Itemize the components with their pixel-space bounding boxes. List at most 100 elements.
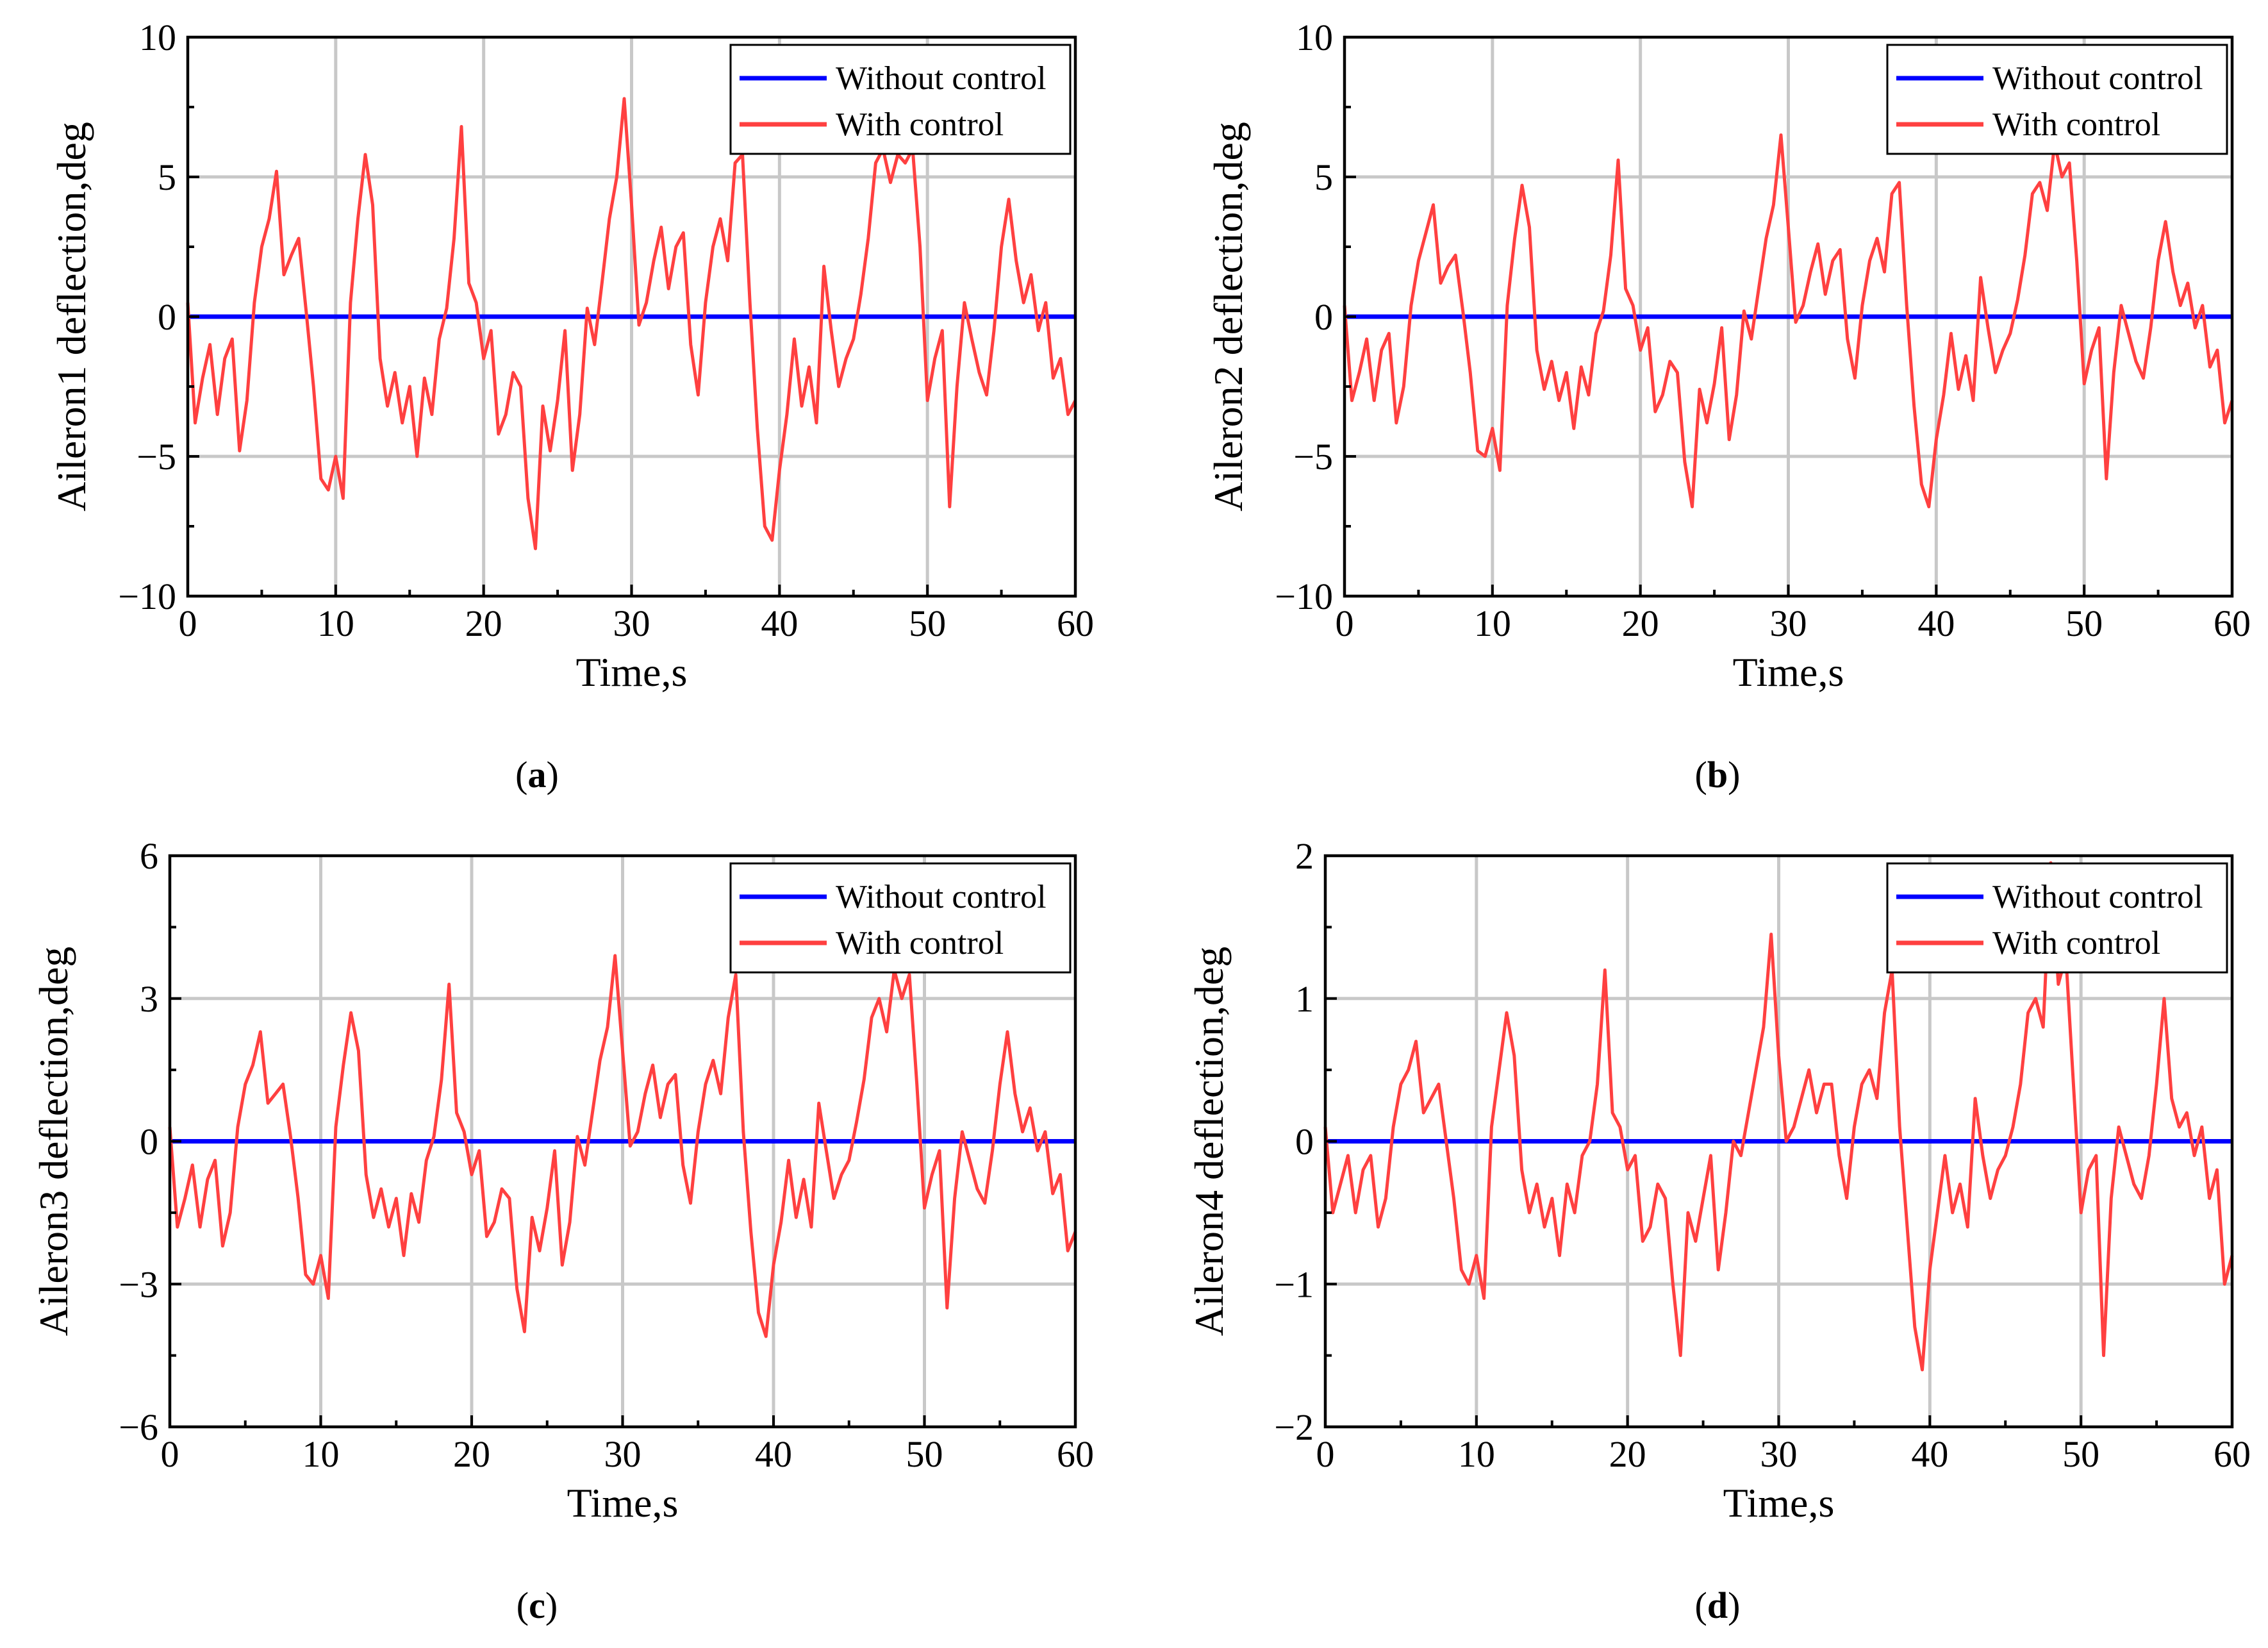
panel-d-caption: (d)	[1695, 1585, 1741, 1626]
y-tick-label: 10	[139, 17, 176, 58]
y-axis-label: Aileron4 deflection,deg	[1186, 947, 1232, 1336]
y-tick-label: 0	[158, 296, 176, 338]
y-tick-label: 0	[1295, 1121, 1314, 1163]
chart-panel-d: 0 10 20 30 40 50 60 −2 −1 0 1 2 Time,s Aileron4 defle…	[1186, 835, 2251, 1526]
panel-a-caption: (a)	[515, 754, 559, 795]
x-tick-label: 40	[1911, 1433, 1948, 1475]
y-tick-label: −3	[119, 1263, 158, 1305]
panel-c-caption-close: )	[545, 1585, 558, 1626]
y-axis-label: Aileron3 deflection,deg	[31, 947, 76, 1336]
x-tick-label: 60	[1057, 603, 1094, 644]
x-axis-label: Time,s	[567, 1480, 679, 1526]
legend-label-without-control: Without control	[836, 879, 1047, 915]
panel-c-caption: (c)	[517, 1585, 558, 1626]
x-axis-label: Time,s	[1733, 649, 1844, 695]
legend-label-without-control: Without control	[836, 60, 1047, 97]
legend: Without control With control	[1886, 862, 2228, 974]
panel-a-caption-letter: a	[528, 754, 547, 795]
series-with-control-line	[1343, 133, 2234, 508]
x-tick-label: 10	[1474, 603, 1511, 644]
x-tick-label: 0	[161, 1433, 179, 1475]
panel-b-caption-close: )	[1728, 754, 1740, 795]
x-tick-label: 10	[317, 603, 354, 644]
x-tick-label: 20	[453, 1433, 490, 1475]
panel-d-caption-close: )	[1728, 1585, 1740, 1626]
x-tick-label: 40	[755, 1433, 792, 1475]
svg-text:(d): (d)	[1695, 1585, 1741, 1626]
y-tick-label: −6	[119, 1406, 158, 1448]
legend-label-without-control: Without control	[1992, 879, 2203, 915]
legend-box	[1886, 44, 2228, 155]
x-tick-label: 20	[1622, 603, 1659, 644]
y-tick-label: 6	[140, 835, 158, 877]
svg-text:(b): (b)	[1695, 754, 1741, 795]
x-tick-label: 30	[604, 1433, 641, 1475]
y-axis-label: Aileron2 deflection,deg	[1205, 122, 1251, 512]
x-tick-label: 50	[906, 1433, 943, 1475]
x-axis-label: Time,s	[1723, 1480, 1835, 1526]
legend-label-with-control: With control	[836, 925, 1004, 961]
x-tick-label: 50	[2062, 1433, 2099, 1475]
y-tick-label: 10	[1296, 17, 1333, 58]
legend-label-with-control: With control	[1992, 106, 2160, 143]
x-tick-label: 10	[302, 1433, 340, 1475]
x-tick-label: 0	[179, 603, 197, 644]
x-tick-label: 0	[1336, 603, 1354, 644]
chart-panel-a: 0 10 20 30 40 50 60 −10 −5 0 5 10 Time,s Aileron1 def…	[49, 17, 1094, 695]
panel-a-caption-open: (	[515, 754, 527, 795]
y-tick-label: −10	[118, 576, 176, 617]
x-tick-label: 20	[465, 603, 502, 644]
legend-box	[729, 44, 1072, 155]
y-tick-label: −5	[137, 436, 176, 478]
legend-box	[1886, 862, 2228, 974]
y-tick-label: 0	[140, 1121, 158, 1163]
panel-c-caption-letter: c	[529, 1585, 545, 1626]
y-tick-label: −1	[1274, 1263, 1314, 1305]
y-tick-label: 2	[1295, 835, 1314, 877]
panel-b-caption-open: (	[1695, 754, 1707, 795]
legend: Without control With control	[729, 862, 1072, 974]
panel-b-caption: (b)	[1695, 754, 1741, 795]
y-tick-label: 5	[158, 156, 176, 198]
legend-label-without-control: Without control	[1992, 60, 2203, 97]
y-axis-label: Aileron1 deflection,deg	[49, 122, 94, 512]
x-tick-label: 10	[1458, 1433, 1495, 1475]
svg-text:(a): (a)	[515, 754, 559, 795]
series-with-control-line	[186, 97, 1077, 551]
y-tick-label: 5	[1314, 156, 1333, 198]
x-tick-label: 50	[909, 603, 946, 644]
x-tick-label: 40	[761, 603, 798, 644]
legend: Without control With control	[729, 44, 1072, 155]
series-with-control-line	[1323, 861, 2234, 1372]
panel-c-caption-open: (	[517, 1585, 529, 1626]
legend-label-with-control: With control	[836, 106, 1004, 143]
series-with-control-line	[168, 954, 1077, 1338]
panel-d-caption-open: (	[1695, 1585, 1707, 1626]
x-tick-label: 40	[1917, 603, 1955, 644]
svg-text:(c): (c)	[517, 1585, 558, 1626]
x-tick-label: 60	[1057, 1433, 1094, 1475]
x-axis-label: Time,s	[576, 649, 688, 695]
legend-label-with-control: With control	[1992, 925, 2160, 961]
legend: Without control With control	[1886, 44, 2228, 155]
panel-d-caption-letter: d	[1707, 1585, 1728, 1626]
y-tick-label: 3	[140, 978, 158, 1020]
x-tick-label: 30	[1770, 603, 1807, 644]
legend-box	[729, 862, 1072, 974]
y-tick-label: 0	[1314, 296, 1333, 338]
x-tick-label: 0	[1316, 1433, 1335, 1475]
panel-a-caption-close: )	[547, 754, 559, 795]
x-tick-label: 20	[1609, 1433, 1646, 1475]
x-tick-label: 50	[2065, 603, 2103, 644]
x-tick-label: 30	[1760, 1433, 1798, 1475]
chart-panel-b: 0 10 20 30 40 50 60 −10 −5 0 5 10 Time,s Aileron2 def…	[1205, 17, 2251, 695]
x-tick-label: 60	[2214, 1433, 2251, 1475]
y-tick-label: −2	[1274, 1406, 1314, 1448]
y-tick-label: −5	[1293, 436, 1333, 478]
x-tick-label: 60	[2214, 603, 2251, 644]
panel-b-caption-letter: b	[1707, 754, 1728, 795]
y-tick-label: −10	[1275, 576, 1333, 617]
y-tick-label: 1	[1295, 978, 1314, 1020]
